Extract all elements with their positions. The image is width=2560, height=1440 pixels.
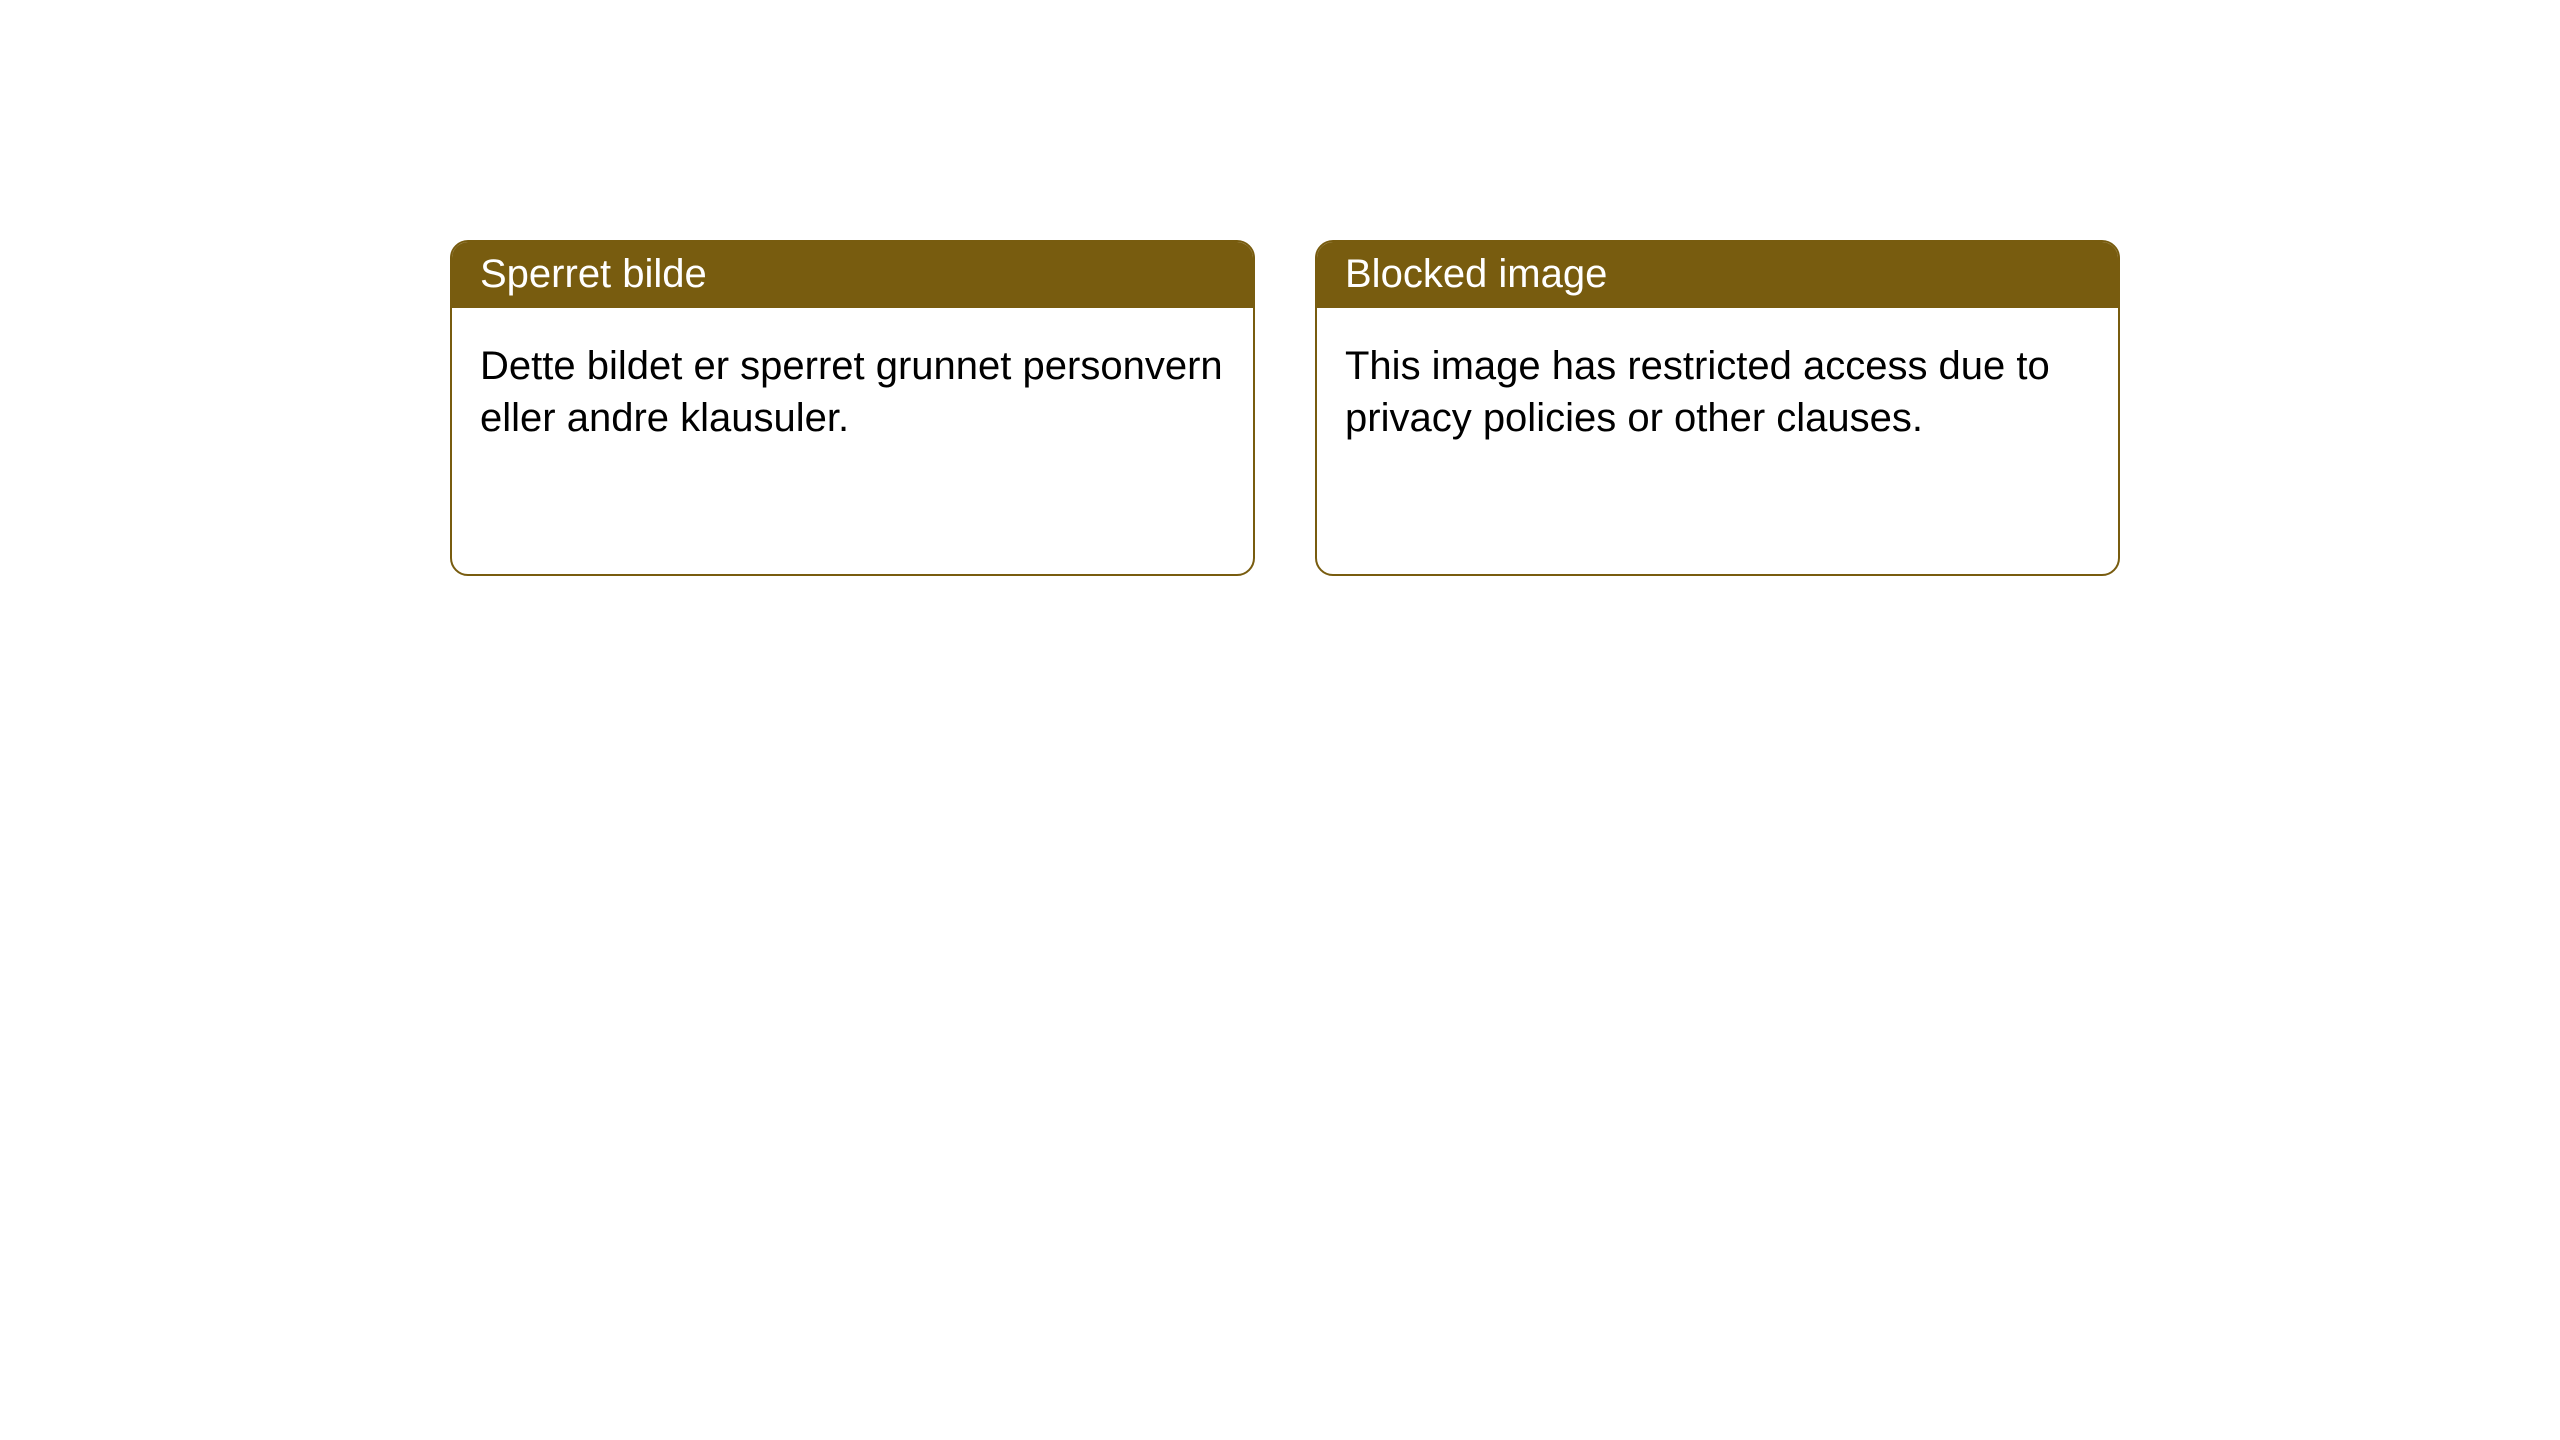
blocked-image-card-norwegian: Sperret bilde Dette bildet er sperret gr… xyxy=(450,240,1255,576)
card-body-english: This image has restricted access due to … xyxy=(1317,308,2118,476)
blocked-image-card-english: Blocked image This image has restricted … xyxy=(1315,240,2120,576)
notice-container: Sperret bilde Dette bildet er sperret gr… xyxy=(0,0,2560,576)
card-header-english: Blocked image xyxy=(1317,242,2118,308)
card-header-norwegian: Sperret bilde xyxy=(452,242,1253,308)
card-title-english: Blocked image xyxy=(1345,252,1607,296)
card-body-norwegian: Dette bildet er sperret grunnet personve… xyxy=(452,308,1253,476)
card-message-english: This image has restricted access due to … xyxy=(1345,344,2050,440)
card-title-norwegian: Sperret bilde xyxy=(480,252,707,296)
card-message-norwegian: Dette bildet er sperret grunnet personve… xyxy=(480,344,1223,440)
